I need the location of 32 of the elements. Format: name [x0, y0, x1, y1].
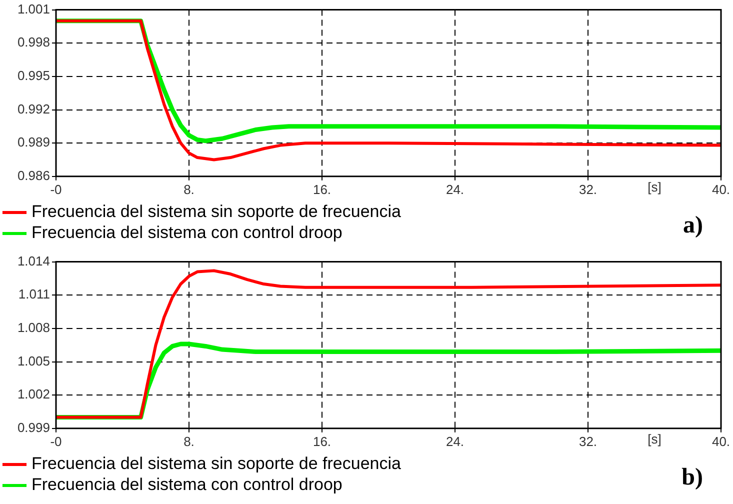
y-tick-label: 1.005 [17, 353, 50, 368]
y-tick-label: 0.989 [17, 134, 50, 150]
y-tick-label: 1.001 [17, 1, 50, 16]
y-tick-label: 1.011 [18, 286, 50, 302]
x-tick-label: 8. [184, 434, 194, 449]
x-axis-title: [s] [648, 179, 662, 194]
legend-label: Frecuencia del sistema sin soporte de frecuencia [32, 454, 402, 474]
x-tick-label: 24. [446, 182, 464, 197]
x-tick-label: -0 [50, 182, 62, 197]
y-tick-label: 0.998 [17, 34, 50, 50]
text: a) [683, 212, 703, 239]
text: b) [682, 464, 703, 491]
y-tick-label: 0.986 [17, 168, 50, 183]
legend-label: Frecuencia del sistema sin soporte de frecuencia [32, 202, 402, 222]
x-tick-label: 24. [446, 434, 464, 449]
x-axis-title: [s] [648, 431, 662, 446]
y-tick-label: 1.008 [17, 320, 50, 336]
x-tick-label: 32. [578, 434, 598, 449]
legend-label: Frecuencia del sistema con control droop [32, 475, 342, 494]
x-tick-label: 8. [184, 182, 194, 197]
y-tick-label: 1.014 [17, 253, 50, 268]
x-tick-label: -0 [50, 434, 62, 449]
y-tick-label: 0.999 [17, 420, 50, 435]
y-tick-label: 1.002 [17, 386, 50, 402]
x-tick-label: 16. [312, 434, 332, 449]
legend-label: Frecuencia del sistema con control droop [32, 223, 342, 242]
x-tick-label: 16. [312, 182, 332, 197]
y-tick-label: 0.995 [17, 68, 50, 84]
x-tick-label: 40. [712, 434, 730, 449]
x-tick-label: 32. [578, 182, 598, 197]
y-tick-label: 0.992 [17, 101, 50, 116]
x-tick-label: 40. [712, 182, 730, 197]
